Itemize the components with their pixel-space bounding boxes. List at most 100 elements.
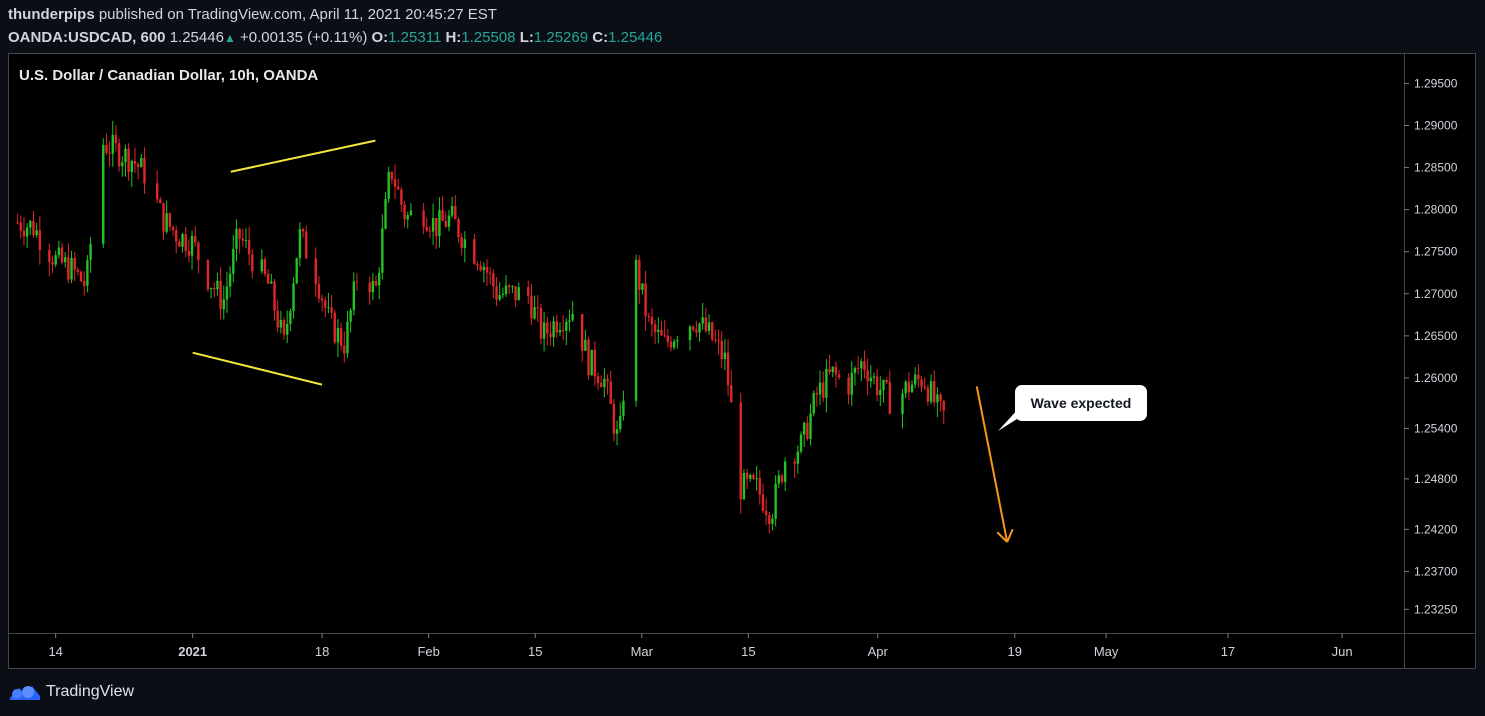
candle-body (723, 352, 727, 360)
candle-body (812, 392, 815, 414)
candle-body (568, 320, 571, 322)
candle-body (555, 321, 558, 333)
candle-body (866, 370, 869, 382)
candle-body (381, 228, 384, 273)
y-tick-label: 1.28500 (1414, 161, 1458, 175)
candle-body (758, 478, 761, 495)
publish-info: thunderpips published on TradingView.com… (8, 6, 497, 23)
candle-body (121, 162, 124, 167)
candle-body (102, 144, 105, 244)
y-tick-label: 1.23250 (1414, 602, 1458, 616)
candle-body (606, 378, 609, 382)
low-label: L: (519, 29, 534, 46)
candle-body (847, 377, 850, 395)
candle-body (799, 434, 803, 452)
candle-body (57, 247, 61, 256)
open-label: O: (371, 29, 389, 46)
candle-body (222, 299, 225, 310)
y-tick-label: 1.25400 (1414, 421, 1458, 435)
candle-body (913, 374, 917, 385)
candle-body (638, 259, 641, 290)
candle-body (714, 339, 717, 341)
candle-body (273, 281, 276, 311)
candle-body (825, 368, 828, 398)
candle-body (761, 494, 765, 511)
candle-body (707, 322, 711, 331)
candle-body (339, 328, 343, 346)
candle-body (488, 272, 492, 274)
candle-body (336, 328, 340, 343)
candle-body (615, 429, 619, 434)
candle-body (51, 261, 54, 265)
candle-body (60, 247, 64, 263)
candle-body (327, 307, 330, 309)
candle-body (552, 321, 555, 338)
candle-body (83, 281, 86, 286)
candle-body (397, 186, 400, 190)
candle-body (63, 257, 67, 263)
candle-body (159, 199, 162, 204)
candle-body (317, 284, 321, 299)
chart-frame[interactable] (8, 53, 1476, 669)
candle-body (225, 286, 229, 300)
candle-body (850, 372, 853, 395)
candle-body (403, 204, 406, 220)
candle-body (669, 341, 673, 348)
low-value: 1.25269 (533, 29, 589, 46)
candle-body (907, 381, 911, 393)
candle-body (704, 317, 708, 331)
candle-body (29, 221, 32, 228)
open-value: 1.25311 (388, 29, 442, 46)
candle-body (504, 285, 508, 294)
tradingview-logo[interactable]: TradingView (8, 682, 134, 702)
candle-body (755, 478, 758, 480)
candle-body (238, 228, 241, 239)
candle-body (644, 283, 647, 317)
candle-body (320, 298, 324, 301)
x-tick-label: 15 (741, 644, 755, 659)
candle-body (653, 324, 657, 332)
candle-body (447, 215, 451, 227)
high-label: H: (445, 29, 462, 46)
candle-body (831, 366, 834, 373)
author-name[interactable]: thunderpips (8, 6, 95, 23)
time-axis[interactable]: 14 2021 18 Feb 15 Mar 15 Apr 19 May 17 Jun (48, 633, 1353, 659)
candle-body (70, 257, 73, 280)
candle-body (806, 422, 809, 439)
wave-expected-callout[interactable]: Wave expected (1015, 385, 1147, 421)
candle-body (168, 213, 172, 227)
candle-body (16, 222, 19, 224)
chart-title: U.S. Dollar / Canadian Dollar, 10h, OAND… (19, 67, 319, 84)
candle-body (822, 382, 825, 398)
candle-body (815, 392, 819, 395)
candle-body (460, 237, 463, 248)
candle-body (783, 461, 787, 482)
candle-body (923, 386, 926, 388)
candle-body (745, 473, 749, 479)
candle-body (79, 271, 83, 282)
price-axis[interactable]: 1.29500 1.29000 1.28500 1.28000 1.27500 1.270… (1404, 76, 1458, 616)
candle-body (641, 283, 644, 290)
candle-body (701, 317, 704, 324)
candle-body (492, 273, 495, 287)
y-tick-label: 1.28000 (1414, 203, 1458, 217)
candle-body (393, 179, 397, 187)
candle-body (108, 152, 111, 154)
candles-layer (16, 120, 945, 534)
candle-body (263, 259, 267, 274)
candle-body (32, 221, 35, 236)
candle-body (619, 416, 622, 430)
candle-body (124, 148, 127, 163)
candle-body (780, 475, 784, 482)
candle-body (793, 461, 796, 464)
candle-body (35, 230, 38, 236)
candle-body (768, 514, 771, 525)
candle-body (454, 205, 457, 220)
candle-body (501, 293, 505, 295)
candle-body (818, 382, 822, 395)
candle-body (771, 518, 774, 525)
arrow-head (996, 531, 1008, 543)
candle-body (720, 341, 723, 360)
candle-body (219, 280, 222, 310)
